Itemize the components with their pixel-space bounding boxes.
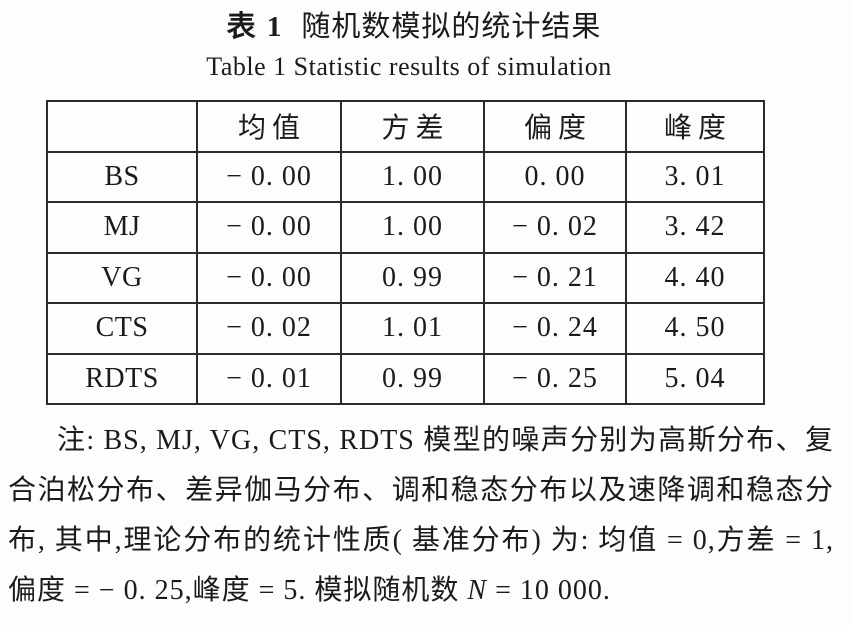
cell-value: 1. 00 — [340, 201, 485, 254]
table-caption-zh: 表 1 随机数模拟的统计结果 — [0, 3, 828, 45]
row-label-bs: BS — [46, 150, 198, 203]
footnote-text-tail: = 10 000. — [487, 575, 611, 606]
cell-value: 1. 00 — [340, 150, 485, 203]
table-caption-zh-title: 随机数模拟的统计结果 — [301, 11, 602, 43]
header-cell-kurtosis: 峰度 — [625, 100, 765, 153]
table-caption-zh-number: 表 1 — [226, 11, 284, 43]
cell-value: 0. 99 — [340, 251, 485, 304]
statistics-table: 均值 方差 偏度 峰度 BS − 0. 00 1. 00 0. 00 3. 01… — [46, 100, 765, 405]
table-row: RDTS − 0. 01 0. 99 − 0. 25 5. 04 — [46, 352, 765, 405]
cell-value: 0. 00 — [483, 150, 627, 203]
footnote-variable-n: N — [467, 575, 488, 606]
cell-value: 0. 99 — [340, 352, 485, 405]
table-header-row: 均值 方差 偏度 峰度 — [46, 100, 765, 153]
header-cell-empty — [46, 100, 198, 153]
cell-value: − 0. 02 — [483, 201, 627, 254]
cell-value: 3. 42 — [625, 201, 765, 254]
table-row: CTS − 0. 02 1. 01 − 0. 24 4. 50 — [46, 302, 765, 355]
header-cell-mean: 均值 — [196, 100, 342, 153]
cell-value: 4. 40 — [625, 251, 765, 304]
cell-value: 1. 01 — [340, 302, 485, 355]
row-label-mj: MJ — [46, 201, 198, 254]
cell-value: − 0. 24 — [483, 302, 627, 355]
cell-value: 4. 50 — [625, 302, 765, 355]
cell-value: − 0. 25 — [483, 352, 627, 405]
cell-value: 5. 04 — [625, 352, 765, 405]
cell-value: 3. 01 — [625, 150, 765, 203]
table-footnote: 注: BS, MJ, VG, CTS, RDTS 模型的噪声分别为高斯分布、复合… — [8, 416, 834, 616]
footnote-text: 注: BS, MJ, VG, CTS, RDTS 模型的噪声分别为高斯分布、复合… — [8, 425, 834, 606]
cell-value: − 0. 21 — [483, 251, 627, 304]
cell-value: − 0. 00 — [196, 201, 342, 254]
cell-value: − 0. 00 — [196, 251, 342, 304]
header-cell-variance: 方差 — [340, 100, 485, 153]
cell-value: − 0. 00 — [196, 150, 342, 203]
table-row: MJ − 0. 00 1. 00 − 0. 02 3. 42 — [46, 201, 765, 254]
table-row: BS − 0. 00 1. 00 0. 00 3. 01 — [46, 150, 765, 203]
table-row: VG − 0. 00 0. 99 − 0. 21 4. 40 — [46, 251, 765, 304]
row-label-cts: CTS — [46, 302, 198, 355]
row-label-vg: VG — [46, 251, 198, 304]
table-caption-en: Table 1 Statistic results of simulation — [206, 52, 612, 81]
row-label-rdts: RDTS — [46, 352, 198, 405]
cell-value: − 0. 02 — [196, 302, 342, 355]
header-cell-skewness: 偏度 — [483, 100, 627, 153]
cell-value: − 0. 01 — [196, 352, 342, 405]
